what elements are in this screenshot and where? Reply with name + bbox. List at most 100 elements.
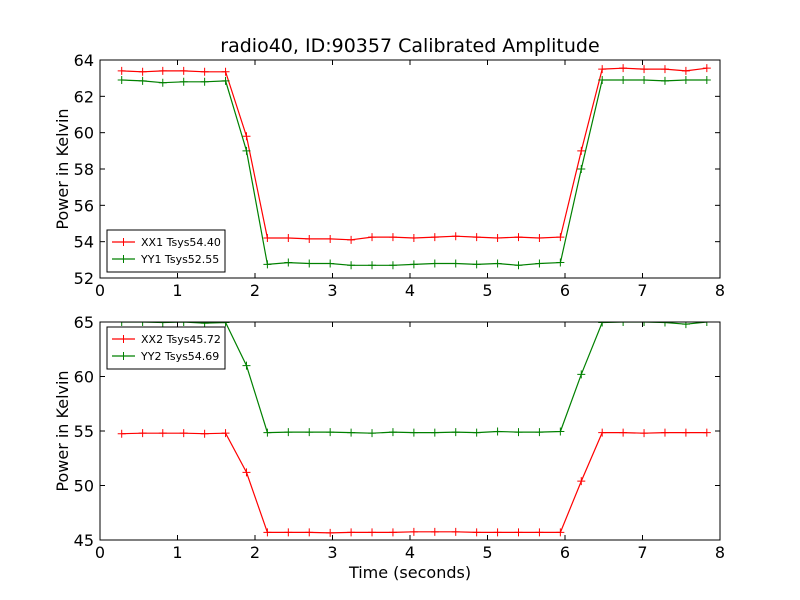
- data-point-marker: [556, 427, 565, 436]
- data-point-marker: [619, 322, 628, 326]
- x-tick-label: 2: [250, 543, 260, 562]
- data-point-marker: [451, 527, 460, 536]
- y-axis-label: Power in Kelvin: [53, 370, 72, 491]
- data-point-marker: [493, 427, 502, 436]
- data-point-marker: [451, 259, 460, 268]
- data-point-marker: [472, 428, 481, 437]
- data-point-marker: [556, 233, 565, 242]
- y-tick-label: 62: [74, 87, 94, 106]
- data-point-marker: [660, 65, 669, 74]
- data-point-marker: [681, 322, 690, 329]
- x-tick-label: 7: [637, 543, 647, 562]
- data-point-marker: [200, 322, 209, 328]
- legend-entry: XX1 Tsys54.40: [141, 236, 221, 249]
- x-tick-label: 1: [172, 281, 182, 300]
- data-point-marker: [117, 75, 126, 84]
- data-point-marker: [263, 234, 272, 243]
- data-point-marker: [514, 428, 523, 437]
- y-tick-label: 58: [74, 160, 94, 179]
- data-point-marker: [430, 527, 439, 536]
- data-point-marker: [472, 528, 481, 537]
- y-tick-label: 54: [74, 233, 94, 252]
- data-point-marker: [640, 429, 649, 438]
- data-point-marker: [284, 234, 293, 243]
- data-point-marker: [158, 322, 167, 327]
- data-point-marker: [221, 322, 230, 327]
- data-point-marker: [388, 261, 397, 270]
- data-point-marker: [472, 233, 481, 242]
- data-point-marker: [681, 75, 690, 84]
- data-point-marker: [514, 261, 523, 270]
- data-point-marker: [368, 233, 377, 242]
- x-tick-label: 1: [172, 543, 182, 562]
- data-point-marker: [409, 260, 418, 269]
- x-tick-label: 6: [560, 281, 570, 300]
- data-point-marker: [430, 259, 439, 268]
- data-point-marker: [514, 233, 523, 242]
- x-tick-label: 8: [715, 281, 725, 300]
- data-point-marker: [556, 258, 565, 267]
- x-tick-label: 5: [482, 281, 492, 300]
- legend-swatch-marker: [119, 335, 128, 343]
- x-tick-label: 4: [405, 543, 415, 562]
- data-point-marker: [535, 528, 544, 537]
- x-tick-label: 5: [482, 543, 492, 562]
- data-point-marker: [598, 322, 607, 327]
- legend-swatch-marker: [119, 255, 128, 263]
- data-point-marker: [368, 429, 377, 438]
- data-point-marker: [263, 528, 272, 537]
- data-point-marker: [493, 259, 502, 268]
- data-point-marker: [117, 429, 126, 438]
- data-point-marker: [493, 528, 502, 537]
- x-tick-label: 3: [327, 543, 337, 562]
- legend-box: [106, 229, 226, 273]
- data-point-marker: [409, 234, 418, 243]
- data-point-marker: [179, 322, 188, 326]
- y-tick-label: 65: [74, 313, 94, 332]
- data-point-marker: [577, 165, 586, 173]
- data-point-marker: [242, 468, 251, 477]
- data-point-marker: [702, 75, 711, 84]
- data-point-marker: [535, 428, 544, 437]
- data-point-marker: [702, 428, 711, 437]
- data-point-marker: [200, 67, 209, 76]
- x-tick-label: 8: [715, 543, 725, 562]
- data-point-marker: [179, 77, 188, 86]
- data-point-marker: [347, 235, 356, 244]
- x-tick-label: 7: [637, 281, 647, 300]
- data-point-marker: [388, 528, 397, 537]
- data-point-marker: [284, 428, 293, 437]
- y-tick-label: 50: [74, 477, 94, 496]
- legend-entry: YY2 Tsys54.69: [140, 350, 219, 363]
- data-point-marker: [702, 322, 711, 326]
- data-point-marker: [263, 260, 272, 269]
- data-point-marker: [660, 428, 669, 437]
- y-tick-label: 52: [74, 269, 94, 288]
- data-point-marker: [660, 76, 669, 85]
- data-point-marker: [242, 132, 251, 141]
- data-point-marker: [138, 322, 147, 326]
- data-point-marker: [200, 77, 209, 86]
- legend: XX1 Tsys54.40 YY1 Tsys52.55: [106, 229, 226, 273]
- data-point-marker: [117, 66, 126, 75]
- y-tick-label: 55: [74, 422, 94, 441]
- data-point-marker: [619, 64, 628, 73]
- legend-swatch-marker: [119, 352, 128, 360]
- data-point-marker: [263, 428, 272, 437]
- data-point-marker: [388, 428, 397, 437]
- data-point-marker: [514, 528, 523, 537]
- y-tick-label: 60: [74, 124, 94, 143]
- data-point-marker: [472, 260, 481, 269]
- y-axis-label: Power in Kelvin: [53, 108, 72, 229]
- data-point-marker: [179, 429, 188, 438]
- data-point-marker: [117, 322, 126, 326]
- data-point-marker: [368, 261, 377, 270]
- data-point-marker: [305, 259, 314, 268]
- data-point-marker: [326, 428, 335, 437]
- plot-area: [117, 322, 711, 537]
- data-point-marker: [347, 261, 356, 270]
- data-point-marker: [451, 232, 460, 241]
